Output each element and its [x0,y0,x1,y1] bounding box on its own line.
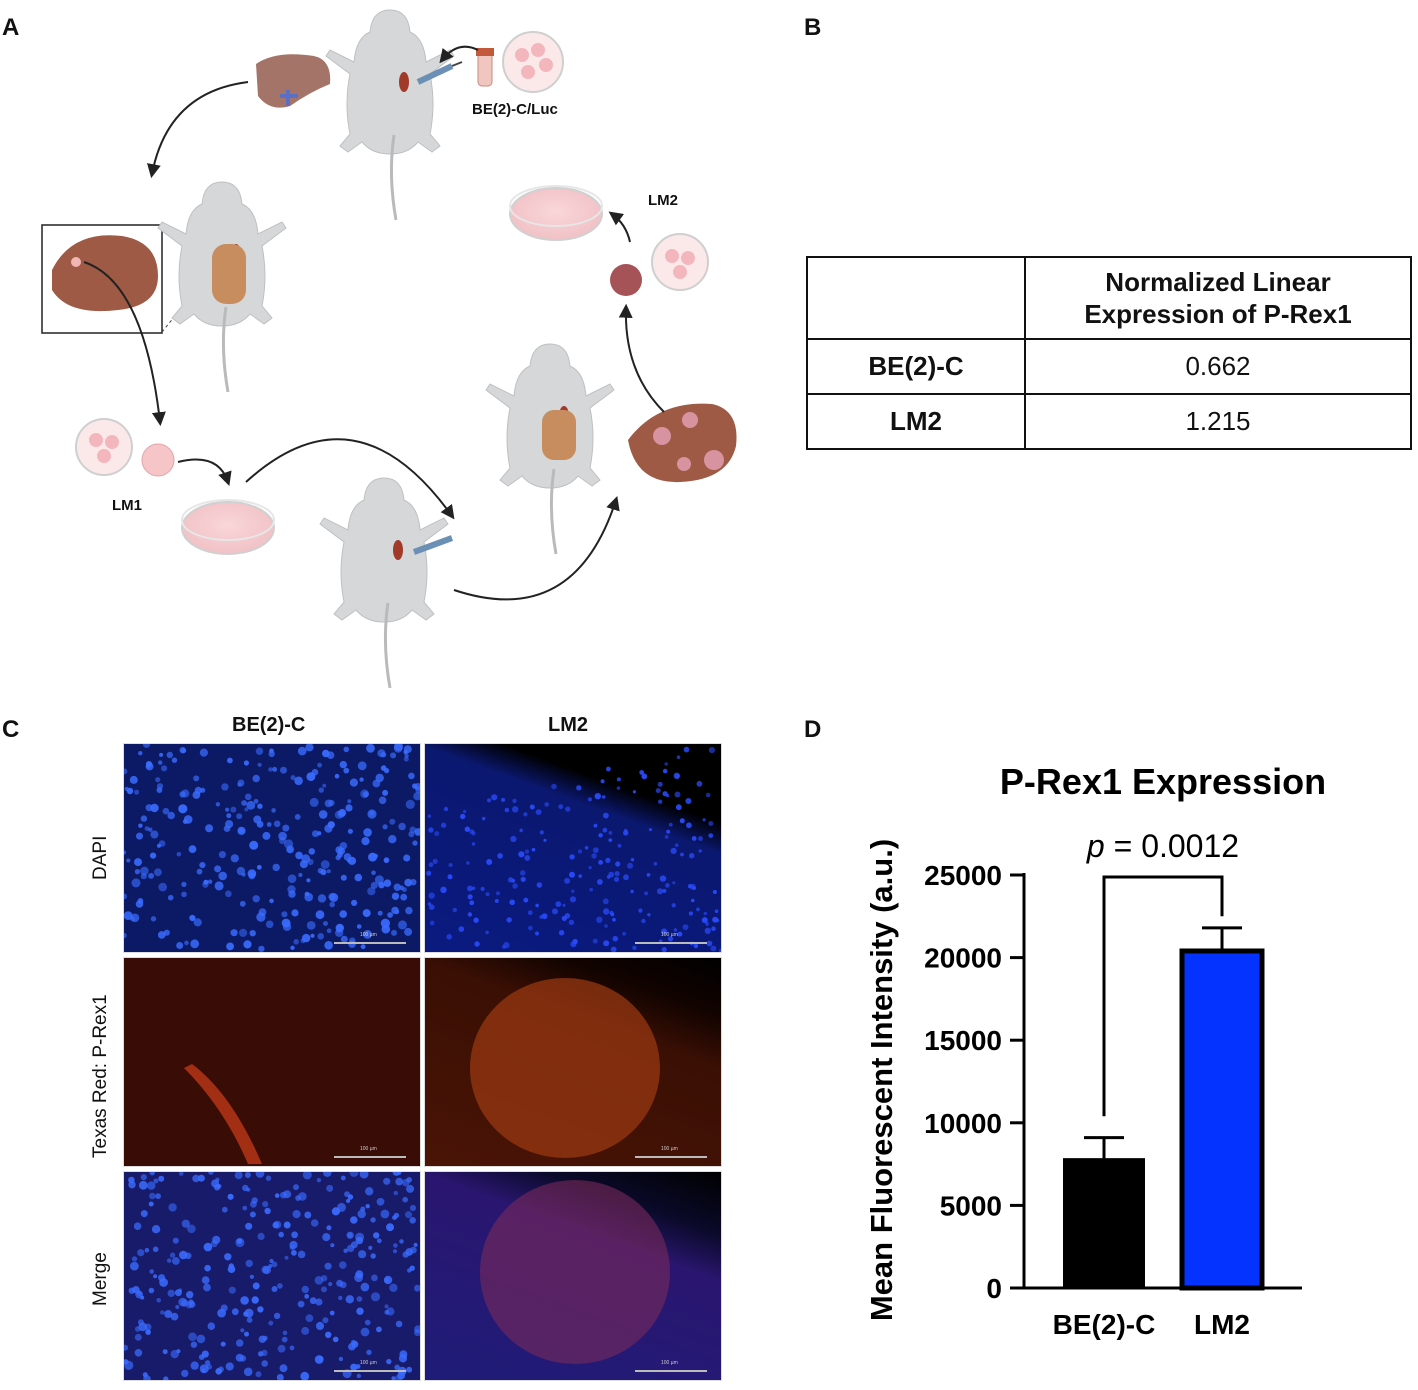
mouse-icon [325,9,455,221]
bar [1063,1158,1145,1290]
table-header-cell [806,256,1026,340]
lm1-label: LM1 [112,497,142,514]
table-header-cell: Normalized Linear Expression of P-Rex1 [1024,256,1412,340]
table-row-label: BE(2)-C [806,338,1026,395]
expression-table: Normalized Linear Expression of P-Rex1 B… [806,256,1412,450]
micrograph-texasred-lm2: 100 µm [424,957,722,1167]
y-tick-label: 15000 [924,1025,1002,1056]
row-title: Texas Red: P-Rex1 [90,994,111,1158]
y-tick-label: 10000 [924,1108,1002,1139]
micrograph-texasred-be2c: 100 µm [123,957,421,1167]
table-row: BE(2)-C 0.662 [806,338,1412,395]
x-tick-label: LM2 [1194,1309,1250,1340]
table-row: LM2 1.215 [806,393,1412,450]
p-value-annotation: p = 0.0012 [1086,828,1239,864]
y-tick-label: 25000 [924,860,1002,891]
micrograph-dapi-lm2: 100 µm [424,743,722,953]
metastasis-schematic [41,9,737,690]
y-axis-label: Mean Fluorescent Intensity (a.u.) [864,839,899,1321]
panel-b-label: B [804,14,822,41]
syringe-icon [416,61,463,85]
micrograph-dapi-be2c: 100 µm [123,743,421,953]
table-row-label: LM2 [806,393,1026,450]
y-tick-label: 0 [986,1273,1002,1304]
x-tick-label: BE(2)-C [1053,1309,1156,1340]
y-tick-label: 20000 [924,943,1002,974]
y-tick-label: 5000 [940,1190,1002,1221]
significance-bracket [1102,875,1224,1117]
fluorescence-bar-chart: P-Rex1 Expression Mean Fluorescent Inten… [864,761,1326,1340]
chart-title: P-Rex1 Expression [1000,761,1326,802]
lm2-label: LM2 [648,192,678,209]
panel-a-label: A [2,14,20,41]
liver-organ-icon [256,54,331,108]
row-title: Merge [90,1252,111,1306]
column-title: BE(2)-C [232,714,306,736]
panel-c-label: C [2,716,20,743]
table-cell-value: 1.215 [1024,393,1412,450]
metastatic-liver-icon [628,403,737,483]
micrograph-merge-lm2: 100 µm [424,1171,722,1381]
table-header-row: Normalized Linear Expression of P-Rex1 [806,256,1412,340]
column-title: LM2 [548,714,588,736]
tube-icon [476,48,494,87]
row-title: DAPI [90,835,111,880]
micrograph-merge-be2c: 100 µm [123,1171,421,1381]
bar [1179,948,1265,1291]
cell-line-label: BE(2)-C/Luc [472,101,558,118]
petri-dish-icon [181,499,275,555]
table-cell-value: 0.662 [1024,338,1412,395]
panel-d-label: D [804,716,822,743]
cell-cluster-icon [502,31,564,93]
